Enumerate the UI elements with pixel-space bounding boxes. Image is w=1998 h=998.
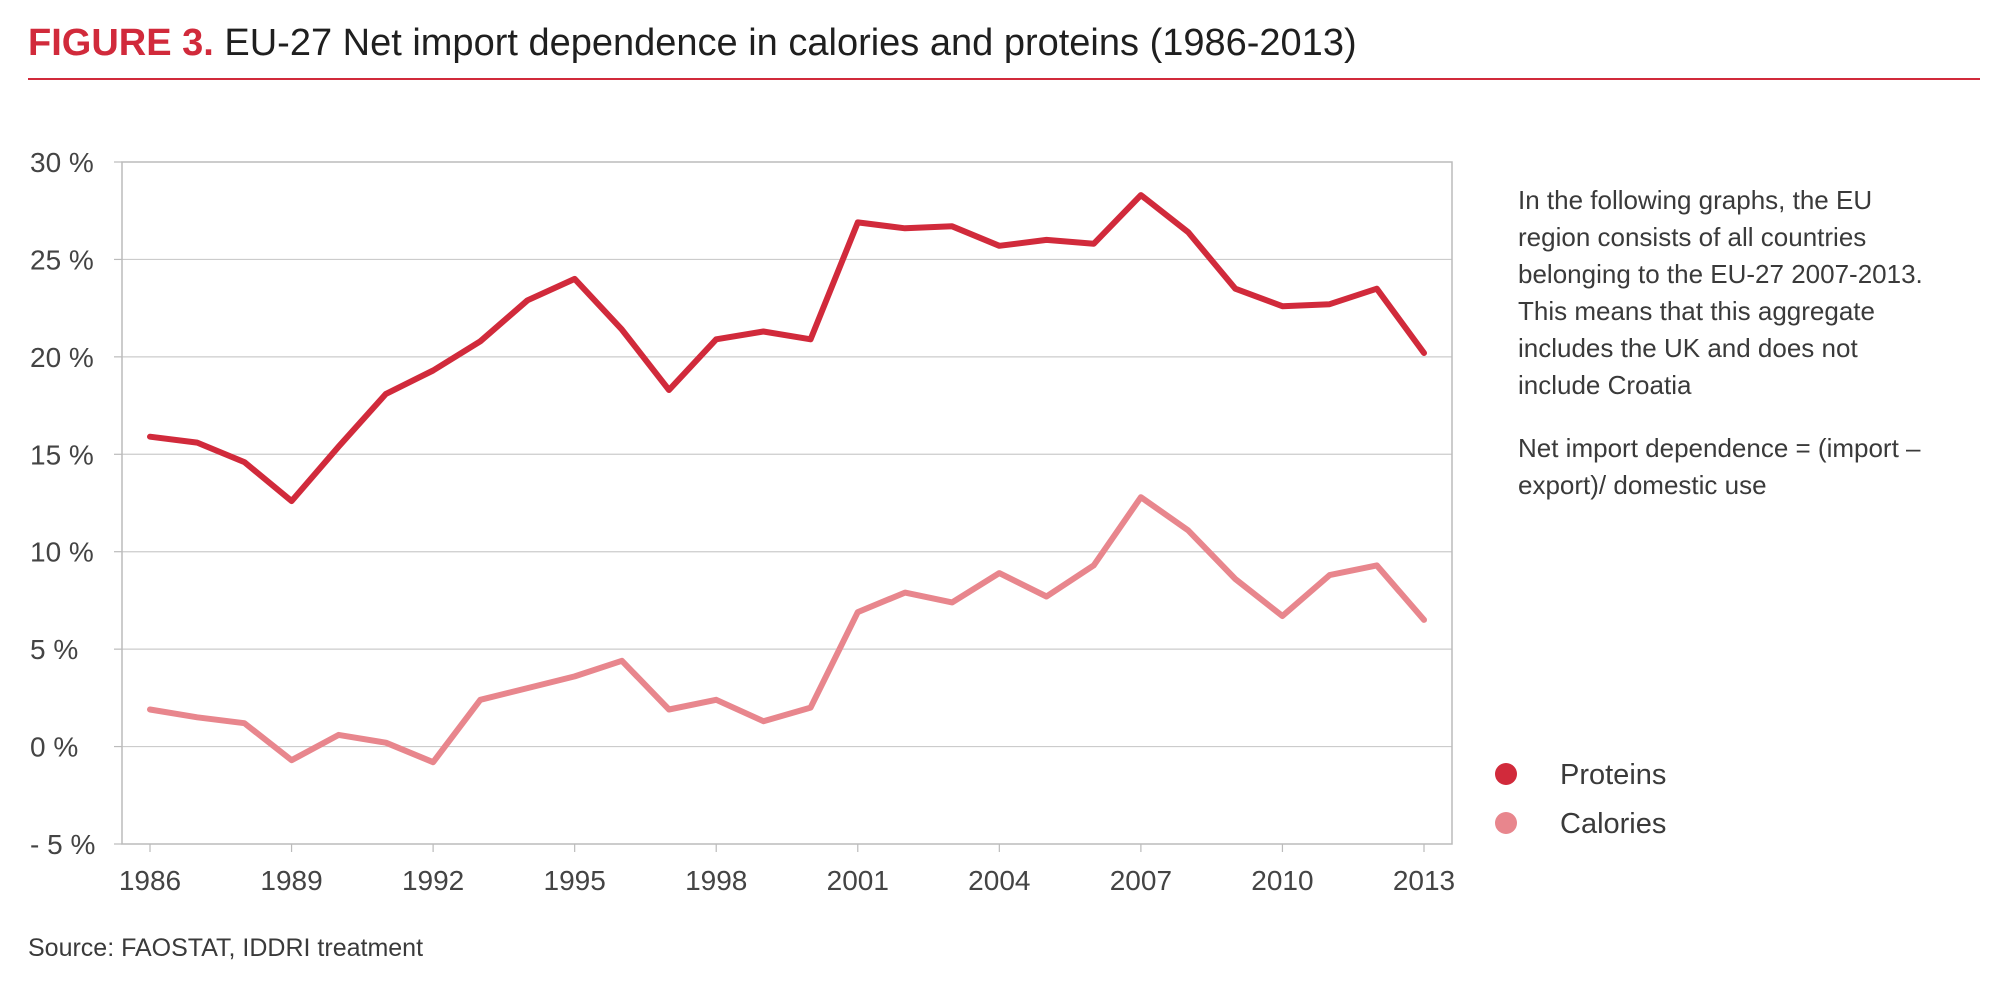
region-note: In the following graphs, the EU region c… (1518, 185, 1923, 400)
y-tick-label: 30 % (30, 147, 94, 178)
series-layer (147, 192, 1427, 766)
x-axis: 1986 1989 1992 1995 1998 2001 2004 2007 2010 2013 (119, 844, 1455, 896)
grid-layer (114, 161, 1452, 845)
x-tick-label: 1998 (685, 865, 747, 896)
y-tick-label: 15 % (30, 439, 94, 470)
x-tick-label: 2004 (968, 865, 1030, 896)
x-tick-label: 2001 (827, 865, 889, 896)
x-tick-label: 1992 (402, 865, 464, 896)
figure-title: FIGURE 3. EU-27 Net import dependence in… (28, 22, 1357, 65)
legend-marker-calories (1495, 812, 1517, 834)
plot-area-frame (121, 161, 1453, 845)
legend-marker-proteins (1495, 763, 1517, 785)
legend-label-proteins: Proteins (1560, 759, 1666, 791)
y-tick-label: 5 % (30, 634, 78, 665)
figure-title-text: EU-27 Net import dependence in calories … (224, 22, 1357, 64)
x-tick-label: 1986 (119, 865, 181, 896)
figure-label: FIGURE 3. (28, 22, 214, 64)
x-tick-label: 1989 (260, 865, 322, 896)
x-tick-label: 2010 (1251, 865, 1313, 896)
source-note: Source: FAOSTAT, IDDRI treatment (28, 934, 424, 962)
x-tick-label: 2007 (1110, 865, 1172, 896)
y-tick-label: - 5 % (30, 829, 95, 860)
y-tick-label: 20 % (30, 342, 94, 373)
legend: Proteins Calories (1495, 759, 1666, 840)
series-line-calories (147, 494, 1427, 766)
y-tick-label: 10 % (30, 537, 94, 568)
x-tick-label: 2013 (1393, 865, 1455, 896)
title-rule (28, 78, 1980, 80)
y-tick-label: 25 % (30, 244, 94, 275)
legend-label-calories: Calories (1560, 808, 1666, 840)
y-tick-label: 0 % (30, 732, 78, 763)
series-line-proteins (147, 192, 1427, 505)
definition-note: Net import dependence = (import – export… (1518, 433, 1921, 500)
x-tick-label: 1995 (544, 865, 606, 896)
y-axis: 30 % 25 % 20 % 15 % 10 % 5 % 0 % - 5 % (30, 147, 95, 860)
